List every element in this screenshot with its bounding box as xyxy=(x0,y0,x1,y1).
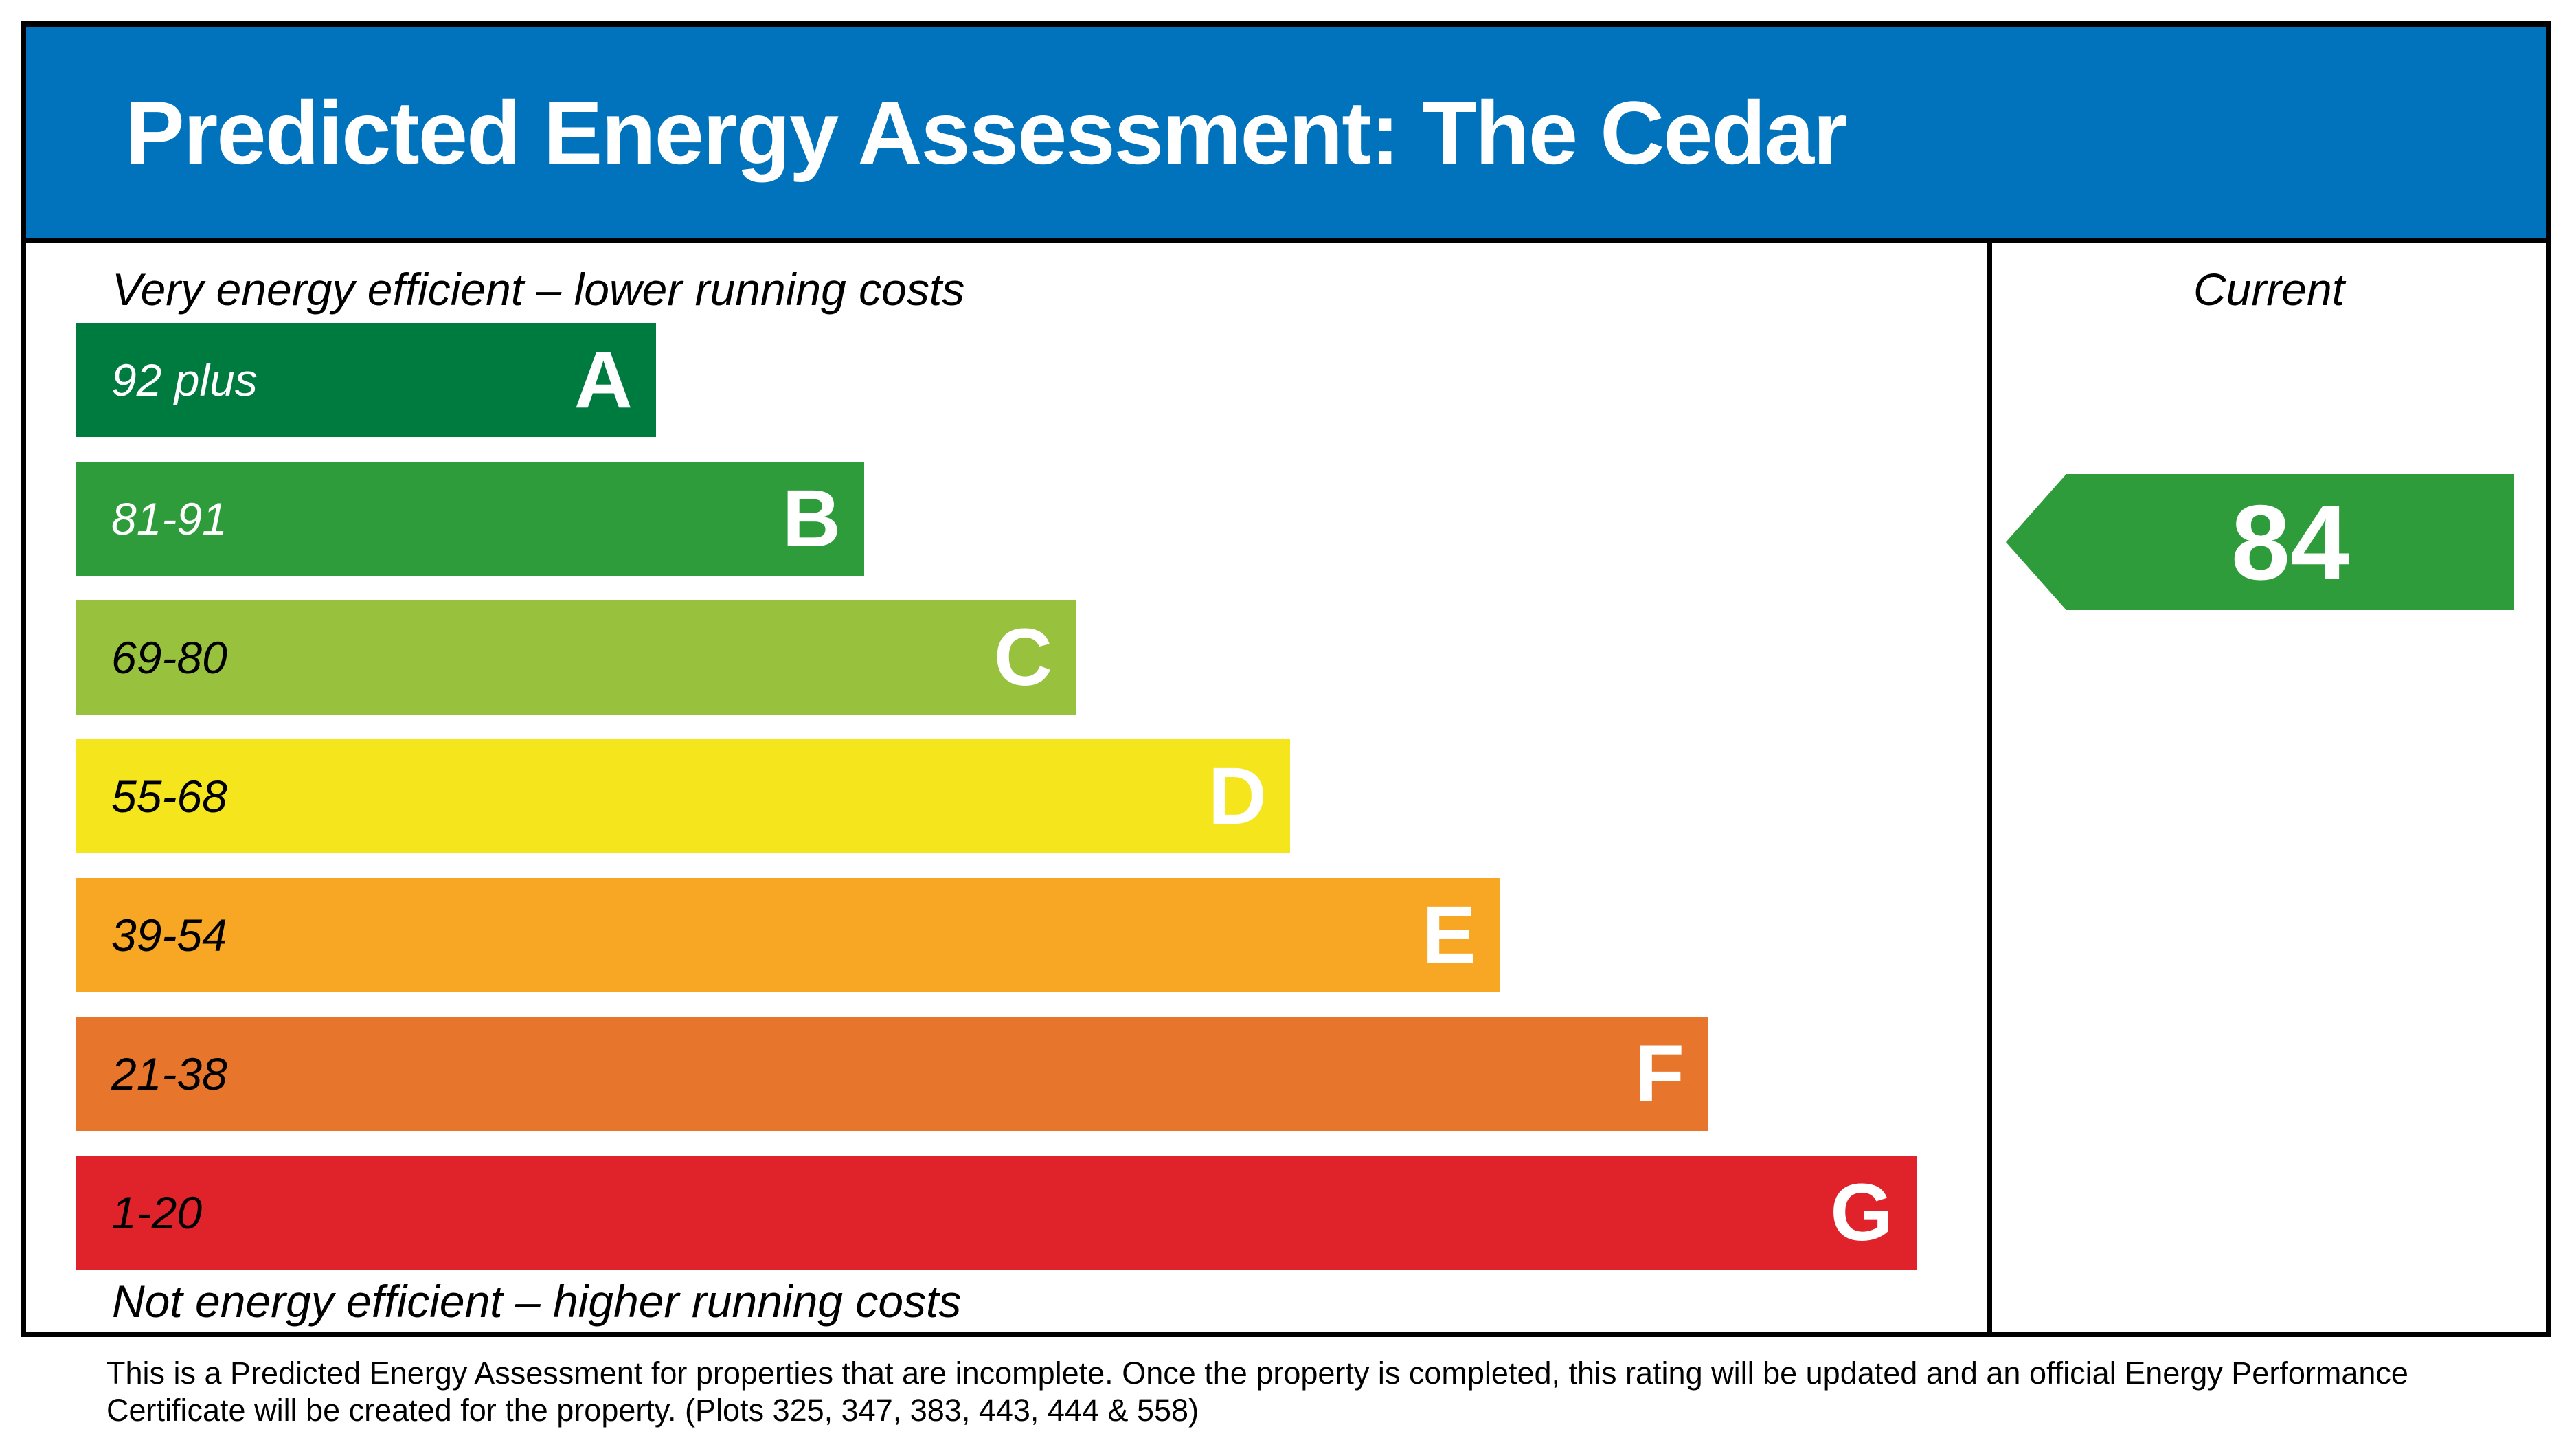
band-letter: C xyxy=(993,612,1052,703)
band-range-label: 39-54 xyxy=(111,910,227,961)
current-column-label: Current xyxy=(2193,264,2345,315)
band-range-label: 92 plus xyxy=(111,355,258,405)
current-rating-arrow: 84 xyxy=(2006,474,2514,610)
footer-line-1: This is a Predicted Energy Assessment fo… xyxy=(106,1356,2408,1391)
band-range-label: 1-20 xyxy=(111,1187,203,1238)
footer-line-2: Certificate will be created for the prop… xyxy=(106,1393,1199,1428)
band-letter: F xyxy=(1634,1029,1684,1119)
band-row-a: 92 plus A xyxy=(76,323,656,437)
page-title: Predicted Energy Assessment: The Cedar xyxy=(125,82,1848,183)
band-letter: E xyxy=(1422,890,1476,980)
footer-note: This is a Predicted Energy Assessment fo… xyxy=(106,1355,2408,1429)
band-letter: G xyxy=(1830,1167,1893,1258)
band-range-label: 69-80 xyxy=(111,632,227,683)
caption-not-efficient: Not energy efficient – higher running co… xyxy=(112,1276,962,1327)
band-row-g: 1-20 G xyxy=(76,1156,1917,1270)
current-rating-value: 84 xyxy=(2230,482,2350,602)
caption-very-efficient: Very energy efficient – lower running co… xyxy=(112,264,965,315)
header-bar: Predicted Energy Assessment: The Cedar xyxy=(26,27,2546,243)
band-row-f: 21-38 F xyxy=(76,1017,1708,1131)
band-row-e: 39-54 E xyxy=(76,878,1500,992)
band-row-d: 55-68 D xyxy=(76,739,1290,853)
band-range-label: 21-38 xyxy=(111,1048,227,1099)
band-row-c: 69-80 C xyxy=(76,600,1076,715)
band-letter: A xyxy=(574,335,633,425)
band-letter: D xyxy=(1208,751,1267,842)
column-divider xyxy=(1987,243,1992,1332)
band-range-label: 55-68 xyxy=(111,771,227,822)
band-range-label: 81-91 xyxy=(111,493,227,544)
band-row-b: 81-91 B xyxy=(76,462,864,576)
band-letter: B xyxy=(782,473,841,564)
